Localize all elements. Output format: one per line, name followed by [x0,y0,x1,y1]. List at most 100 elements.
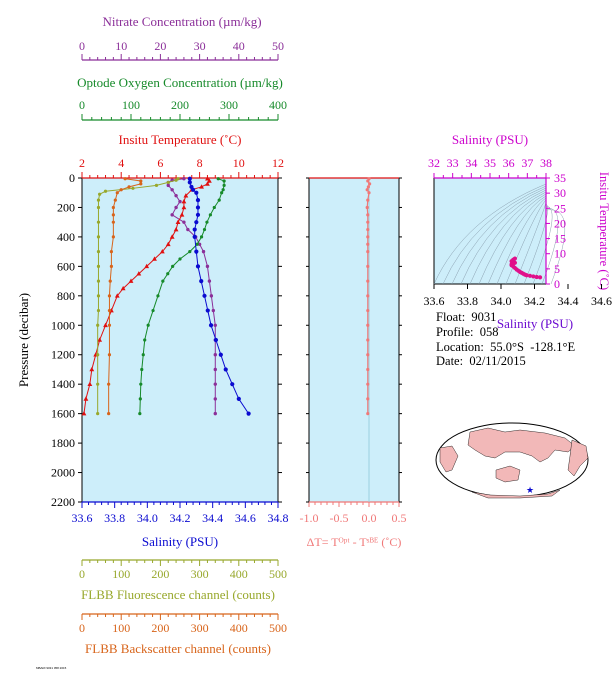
world-map: ★ [435,422,589,499]
density-contour [478,193,547,285]
ts-point [527,273,533,278]
map-africa [439,445,459,473]
backscatter-tick-label: 100 [112,621,130,635]
oxygen-point [205,220,209,224]
salinity-tick-label: 34.4 [202,511,223,525]
backscatter-point [107,294,112,298]
salinity-point [187,180,192,185]
delta-t-point [366,185,370,189]
oxygen-point [151,308,155,313]
salinity-point [195,264,201,269]
salinity-point [246,411,251,416]
temperature-tick-label: 12 [272,156,284,170]
fluorescence-point [131,186,135,190]
fluorescence-point [96,294,101,298]
delta-t-point [366,308,370,313]
pressure-tick-label: 2200 [51,495,75,509]
pressure-tick-label: 1400 [51,377,75,391]
delta-t-point [366,338,370,342]
date-info: Date: 02/11/2015 [436,354,526,369]
nitrate-point [209,294,214,298]
fluorescence-point [96,382,100,386]
delta-t-point [366,382,370,386]
ts-right-axis-title: Insitu Temperature (˚C) [597,172,611,290]
temperature-point [114,293,120,298]
salinity-point [195,197,201,203]
oxygen-point [217,198,221,202]
delta-t-tick-label: 0.5 [392,511,407,525]
nitrate-axis-title: Nitrate Concentration (µm/kg) [102,14,261,29]
temperature-tick-label: 10 [233,156,245,170]
ts-bottom-tick-label: 34.0 [491,294,512,308]
density-contour [487,195,547,285]
fluorescence-point [96,308,101,313]
delta-t-point [366,353,370,357]
temperature-tick-label: 2 [79,156,85,170]
fluorescence-point [103,189,108,193]
oxygen-point [221,188,225,192]
temperature-point [159,249,165,254]
temperature-point [165,241,171,247]
density-contour [469,191,547,285]
oxygen-point [202,227,207,232]
fluorescence-point [96,235,101,239]
salinity-point [230,382,235,387]
oxygen-tick-label: 100 [122,98,140,112]
fluorescence-point [96,279,101,283]
backscatter-point [107,412,111,416]
fluorescence-point [166,180,170,185]
delta-t-point [367,191,371,195]
pressure-tick-label: 800 [57,289,75,303]
density-contour [442,185,547,285]
delta-t-point [366,198,370,202]
backscatter-point [139,182,143,186]
salinity-tick-label: 34.8 [268,511,289,525]
ts-point [531,274,536,279]
salinity-tick-label: 34.6 [235,511,256,525]
fluorescence-tick-label: 200 [151,567,169,581]
density-contour [532,205,553,285]
profile-value: 058 [479,325,499,339]
temperature-point [144,263,150,269]
density-contour [505,199,547,285]
pressure-tick-label: 0 [69,171,75,185]
density-contour [523,203,548,285]
delta-t-tick-label: 0.0 [362,511,377,525]
location-value: 55.0°S -128.1°E [490,340,576,354]
oxygen-tick-label: 400 [269,98,287,112]
nitrate-point [201,249,206,254]
fluorescence-point [154,183,159,187]
oxygen-point [143,338,147,342]
backscatter-point [107,323,112,327]
delta-t-point [366,179,370,183]
delta-t-point [366,227,370,232]
backscatter-tick-label: 500 [269,621,287,635]
density-contour [545,209,566,285]
backscatter-point [107,353,112,357]
delta-t-point [366,242,370,246]
nitrate-point [213,382,217,386]
fluorescence-point [96,412,100,416]
salinity-point [236,396,241,402]
salinity-tick-label: 34.2 [170,511,191,525]
float-info: Float: 9031 [436,310,496,325]
delta-t-point [366,397,370,401]
backscatter-point [109,264,113,268]
ts-bottom-tick-label: 34.6 [591,294,612,308]
salinity-point [208,323,214,328]
nitrate-point [207,279,212,283]
float-label: Float: [436,310,466,324]
fluorescence-point [174,178,178,182]
salinity-tick-label: 34.0 [137,511,158,525]
delta-t-point [366,264,370,268]
salinity-point [190,187,196,192]
backscatter-tick-label: 400 [230,621,248,635]
ts-top-tick-label: 37 [521,156,533,170]
float-value: 9031 [471,310,497,324]
date-label: Date: [436,354,464,368]
temperature-point [199,184,204,189]
oxygen-point [195,242,199,246]
pressure-tick-label: 200 [57,200,75,214]
